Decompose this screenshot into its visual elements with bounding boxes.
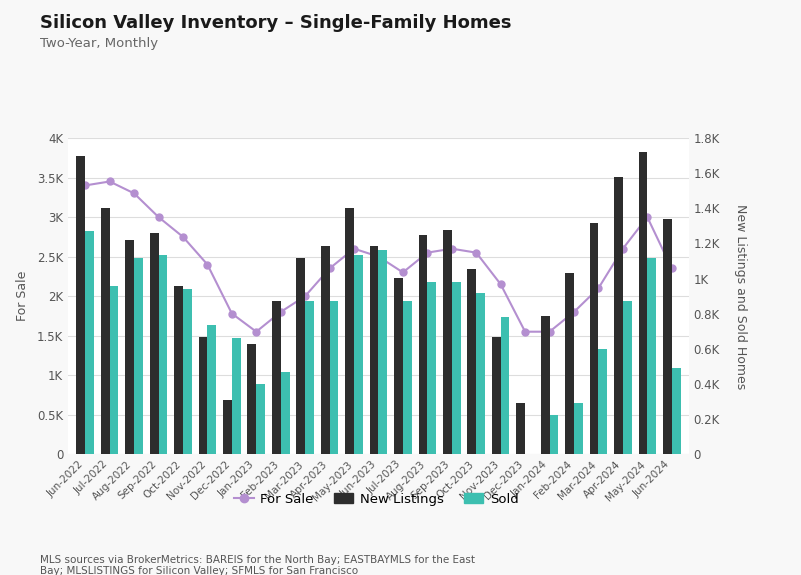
Bar (403, 301, 412, 454)
Bar (231, 338, 240, 454)
Text: Silicon Valley Inventory – Single-Family Homes: Silicon Valley Inventory – Single-Family… (40, 14, 512, 32)
Bar (378, 251, 387, 454)
Bar (101, 208, 110, 454)
Bar (468, 269, 477, 454)
For Sale (324, 265, 334, 272)
Bar (541, 316, 549, 454)
For Sale (521, 328, 530, 335)
For Sale (80, 182, 90, 189)
For Sale (203, 261, 212, 268)
Bar (443, 230, 452, 454)
Bar (223, 400, 231, 454)
Bar (183, 289, 191, 454)
Bar (590, 223, 598, 454)
Bar (85, 231, 94, 454)
For Sale (276, 308, 285, 315)
For Sale (642, 213, 652, 220)
Y-axis label: For Sale: For Sale (16, 271, 29, 321)
For Sale (373, 253, 383, 260)
Bar (159, 255, 167, 454)
For Sale (154, 213, 163, 220)
For Sale (472, 249, 481, 256)
Bar (549, 415, 558, 454)
Bar (110, 286, 119, 454)
For Sale (447, 245, 457, 252)
Legend: For Sale, New Listings, Sold: For Sale, New Listings, Sold (229, 488, 524, 511)
Bar (672, 368, 681, 454)
Bar (329, 301, 338, 454)
Bar (394, 278, 403, 454)
Bar (272, 301, 280, 454)
Bar (452, 282, 461, 454)
For Sale (105, 178, 115, 185)
For Sale (300, 293, 310, 300)
Bar (517, 403, 525, 454)
Bar (320, 246, 329, 454)
For Sale (423, 249, 433, 256)
Bar (150, 233, 159, 454)
Bar (199, 336, 207, 454)
Bar (574, 403, 583, 454)
Bar (566, 273, 574, 454)
Bar (492, 336, 501, 454)
Bar (638, 152, 647, 454)
Bar (125, 240, 134, 454)
Bar (419, 235, 428, 454)
Text: MLS sources via BrokerMetrics: BAREIS for the North Bay; EASTBAYMLS for the East: MLS sources via BrokerMetrics: BAREIS fo… (40, 555, 475, 575)
Bar (477, 293, 485, 454)
Text: Two-Year, Monthly: Two-Year, Monthly (40, 37, 158, 51)
For Sale (618, 245, 628, 252)
Bar (345, 208, 354, 454)
For Sale (178, 233, 187, 240)
For Sale (349, 245, 359, 252)
For Sale (252, 328, 261, 335)
Bar (76, 156, 85, 454)
For Sale (227, 310, 236, 317)
Bar (280, 371, 289, 454)
Y-axis label: New Listings and Sold Homes: New Listings and Sold Homes (734, 204, 747, 389)
Bar (623, 301, 632, 454)
For Sale (496, 281, 505, 288)
Bar (663, 219, 672, 454)
For Sale (545, 328, 554, 335)
Bar (305, 301, 314, 454)
Line: For Sale: For Sale (82, 178, 675, 335)
Bar (256, 384, 265, 454)
Bar (647, 258, 656, 454)
Bar (248, 344, 256, 454)
For Sale (398, 269, 408, 276)
Bar (207, 325, 216, 454)
Bar (598, 349, 607, 454)
Bar (354, 255, 363, 454)
For Sale (129, 190, 139, 197)
Bar (370, 246, 378, 454)
For Sale (570, 308, 579, 315)
Bar (174, 286, 183, 454)
For Sale (667, 265, 677, 272)
Bar (428, 282, 437, 454)
Bar (134, 258, 143, 454)
Bar (501, 317, 509, 454)
For Sale (594, 285, 603, 292)
Bar (614, 177, 623, 454)
Bar (296, 258, 305, 454)
